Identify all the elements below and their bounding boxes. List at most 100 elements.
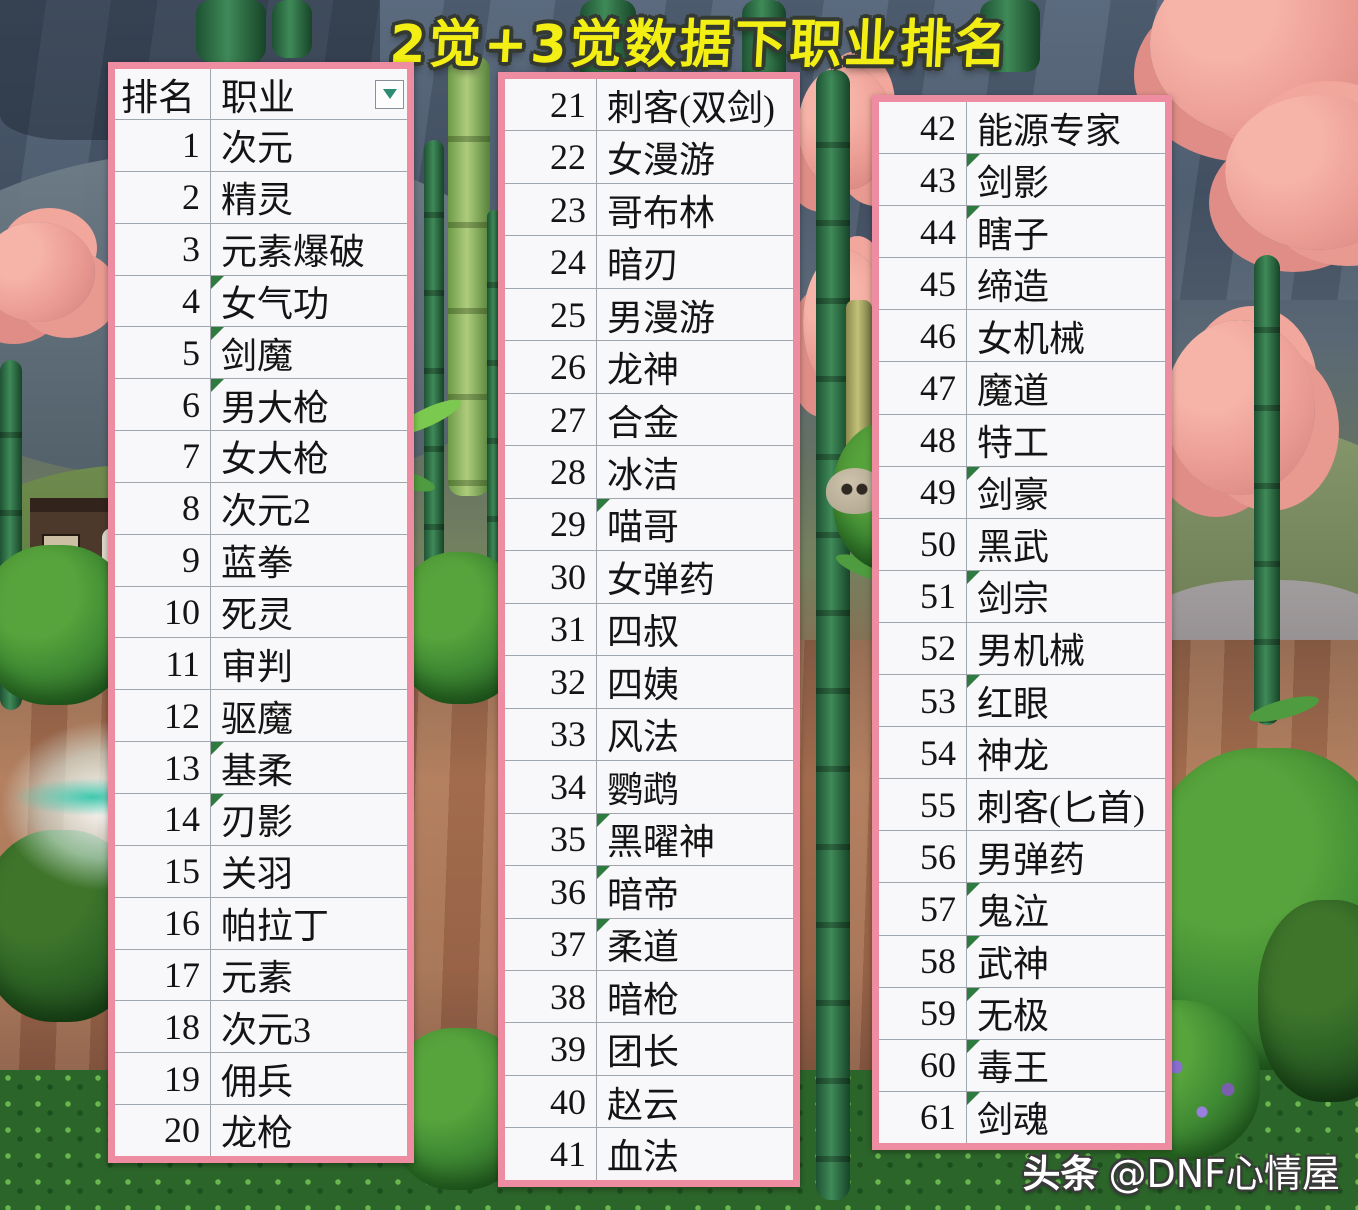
- job-cell[interactable]: 柔道: [597, 918, 793, 970]
- rank-cell[interactable]: 13: [115, 742, 211, 793]
- job-cell[interactable]: 神龙: [967, 727, 1165, 778]
- rank-cell[interactable]: 23: [505, 183, 597, 236]
- job-cell[interactable]: 剑影: [967, 154, 1165, 205]
- job-cell[interactable]: 武神: [967, 935, 1165, 987]
- job-cell[interactable]: 死灵: [211, 587, 407, 638]
- job-cell[interactable]: 红眼: [967, 675, 1165, 726]
- job-cell[interactable]: 元素: [211, 950, 407, 1001]
- job-cell[interactable]: 次元2: [211, 483, 407, 534]
- rank-cell[interactable]: 47: [879, 362, 967, 414]
- job-cell[interactable]: 四姨: [597, 656, 793, 707]
- job-cell[interactable]: 毒王: [967, 1039, 1165, 1091]
- job-cell[interactable]: 团长: [597, 1023, 793, 1074]
- rank-cell[interactable]: 17: [115, 949, 211, 1001]
- job-cell[interactable]: 能源专家: [967, 102, 1165, 153]
- rank-cell[interactable]: 27: [505, 393, 597, 446]
- job-cell[interactable]: 血法: [597, 1128, 793, 1179]
- job-cell[interactable]: 审判: [211, 638, 407, 689]
- job-cell[interactable]: 男弹药: [967, 831, 1165, 882]
- rank-cell[interactable]: 9: [115, 534, 211, 586]
- job-cell[interactable]: 特工: [967, 415, 1165, 466]
- rank-cell[interactable]: 55: [879, 779, 967, 831]
- rank-cell[interactable]: 57: [879, 883, 967, 935]
- job-cell[interactable]: 剑魂: [967, 1091, 1165, 1143]
- job-cell[interactable]: 次元: [211, 120, 407, 171]
- rank-cell[interactable]: 12: [115, 690, 211, 742]
- job-cell[interactable]: 鹦鹉: [597, 761, 793, 812]
- rank-cell[interactable]: 28: [505, 446, 597, 498]
- job-cell[interactable]: 暗枪: [597, 971, 793, 1022]
- job-cell[interactable]: 暗帝: [597, 866, 793, 917]
- job-cell[interactable]: 女大枪: [211, 431, 407, 482]
- job-cell[interactable]: 冰洁: [597, 446, 793, 497]
- rank-cell[interactable]: 53: [879, 675, 967, 727]
- rank-cell[interactable]: 6: [115, 379, 211, 431]
- rank-cell[interactable]: 38: [505, 970, 597, 1023]
- rank-cell[interactable]: 59: [879, 987, 967, 1039]
- rank-cell[interactable]: 61: [879, 1091, 967, 1143]
- rank-cell[interactable]: 39: [505, 1023, 597, 1075]
- rank-cell[interactable]: 20: [115, 1105, 211, 1156]
- rank-cell[interactable]: 43: [879, 154, 967, 206]
- rank-cell[interactable]: 24: [505, 236, 597, 288]
- rank-cell[interactable]: 49: [879, 466, 967, 518]
- rank-cell[interactable]: 50: [879, 518, 967, 570]
- job-cell[interactable]: 男大枪: [211, 379, 407, 430]
- job-cell[interactable]: 鬼泣: [967, 883, 1165, 934]
- rank-cell[interactable]: 14: [115, 793, 211, 845]
- job-cell[interactable]: 无极: [967, 987, 1165, 1039]
- rank-cell[interactable]: 10: [115, 586, 211, 638]
- job-cell[interactable]: 四叔: [597, 604, 793, 655]
- rank-cell[interactable]: 1: [115, 120, 211, 171]
- rank-cell[interactable]: 8: [115, 482, 211, 534]
- job-cell[interactable]: 女漫游: [597, 131, 793, 182]
- job-cell[interactable]: 龙神: [597, 341, 793, 392]
- rank-cell[interactable]: 54: [879, 727, 967, 779]
- rank-cell[interactable]: 36: [505, 866, 597, 918]
- rank-cell[interactable]: 58: [879, 935, 967, 987]
- job-cell[interactable]: 基柔: [211, 742, 407, 793]
- rank-cell[interactable]: 34: [505, 761, 597, 813]
- rank-cell[interactable]: 31: [505, 603, 597, 656]
- rank-cell[interactable]: 19: [115, 1053, 211, 1105]
- job-cell[interactable]: 刺客(双剑): [597, 79, 793, 130]
- job-cell[interactable]: 魔道: [967, 362, 1165, 413]
- filter-dropdown-button[interactable]: [375, 79, 404, 109]
- rank-cell[interactable]: 21: [505, 79, 597, 131]
- rank-cell[interactable]: 37: [505, 918, 597, 970]
- job-cell[interactable]: 帕拉丁: [211, 898, 407, 949]
- rank-cell[interactable]: 41: [505, 1128, 597, 1180]
- job-cell[interactable]: 剑豪: [967, 466, 1165, 518]
- rank-cell[interactable]: 44: [879, 206, 967, 258]
- rank-cell[interactable]: 16: [115, 897, 211, 949]
- job-cell[interactable]: 元素爆破: [211, 224, 407, 275]
- rank-cell[interactable]: 60: [879, 1039, 967, 1091]
- job-cell[interactable]: 龙枪: [211, 1105, 407, 1156]
- job-cell[interactable]: 男机械: [967, 623, 1165, 674]
- rank-cell[interactable]: 45: [879, 258, 967, 310]
- rank-cell[interactable]: 33: [505, 708, 597, 761]
- rank-cell[interactable]: 3: [115, 223, 211, 275]
- job-cell[interactable]: 黑曜神: [597, 813, 793, 865]
- rank-cell[interactable]: 35: [505, 813, 597, 866]
- rank-cell[interactable]: 25: [505, 288, 597, 341]
- job-cell[interactable]: 刃影: [211, 793, 407, 845]
- job-cell[interactable]: 哥布林: [597, 184, 793, 235]
- job-cell[interactable]: 次元3: [211, 1001, 407, 1052]
- job-cell[interactable]: 剑魔: [211, 327, 407, 378]
- rank-cell[interactable]: 30: [505, 551, 597, 603]
- rank-cell[interactable]: 15: [115, 845, 211, 897]
- rank-cell[interactable]: 32: [505, 656, 597, 708]
- job-cell[interactable]: 瞎子: [967, 206, 1165, 257]
- job-cell[interactable]: 女机械: [967, 310, 1165, 361]
- job-cell[interactable]: 喵哥: [597, 498, 793, 550]
- job-cell[interactable]: 女气功: [211, 275, 407, 327]
- job-cell[interactable]: 刺客(匕首): [967, 779, 1165, 830]
- rank-cell[interactable]: 2: [115, 171, 211, 223]
- rank-cell[interactable]: 48: [879, 414, 967, 466]
- rank-cell[interactable]: 26: [505, 341, 597, 393]
- job-cell[interactable]: 关羽: [211, 846, 407, 897]
- rank-cell[interactable]: 11: [115, 638, 211, 690]
- rank-cell[interactable]: 7: [115, 431, 211, 482]
- rank-cell[interactable]: 40: [505, 1075, 597, 1128]
